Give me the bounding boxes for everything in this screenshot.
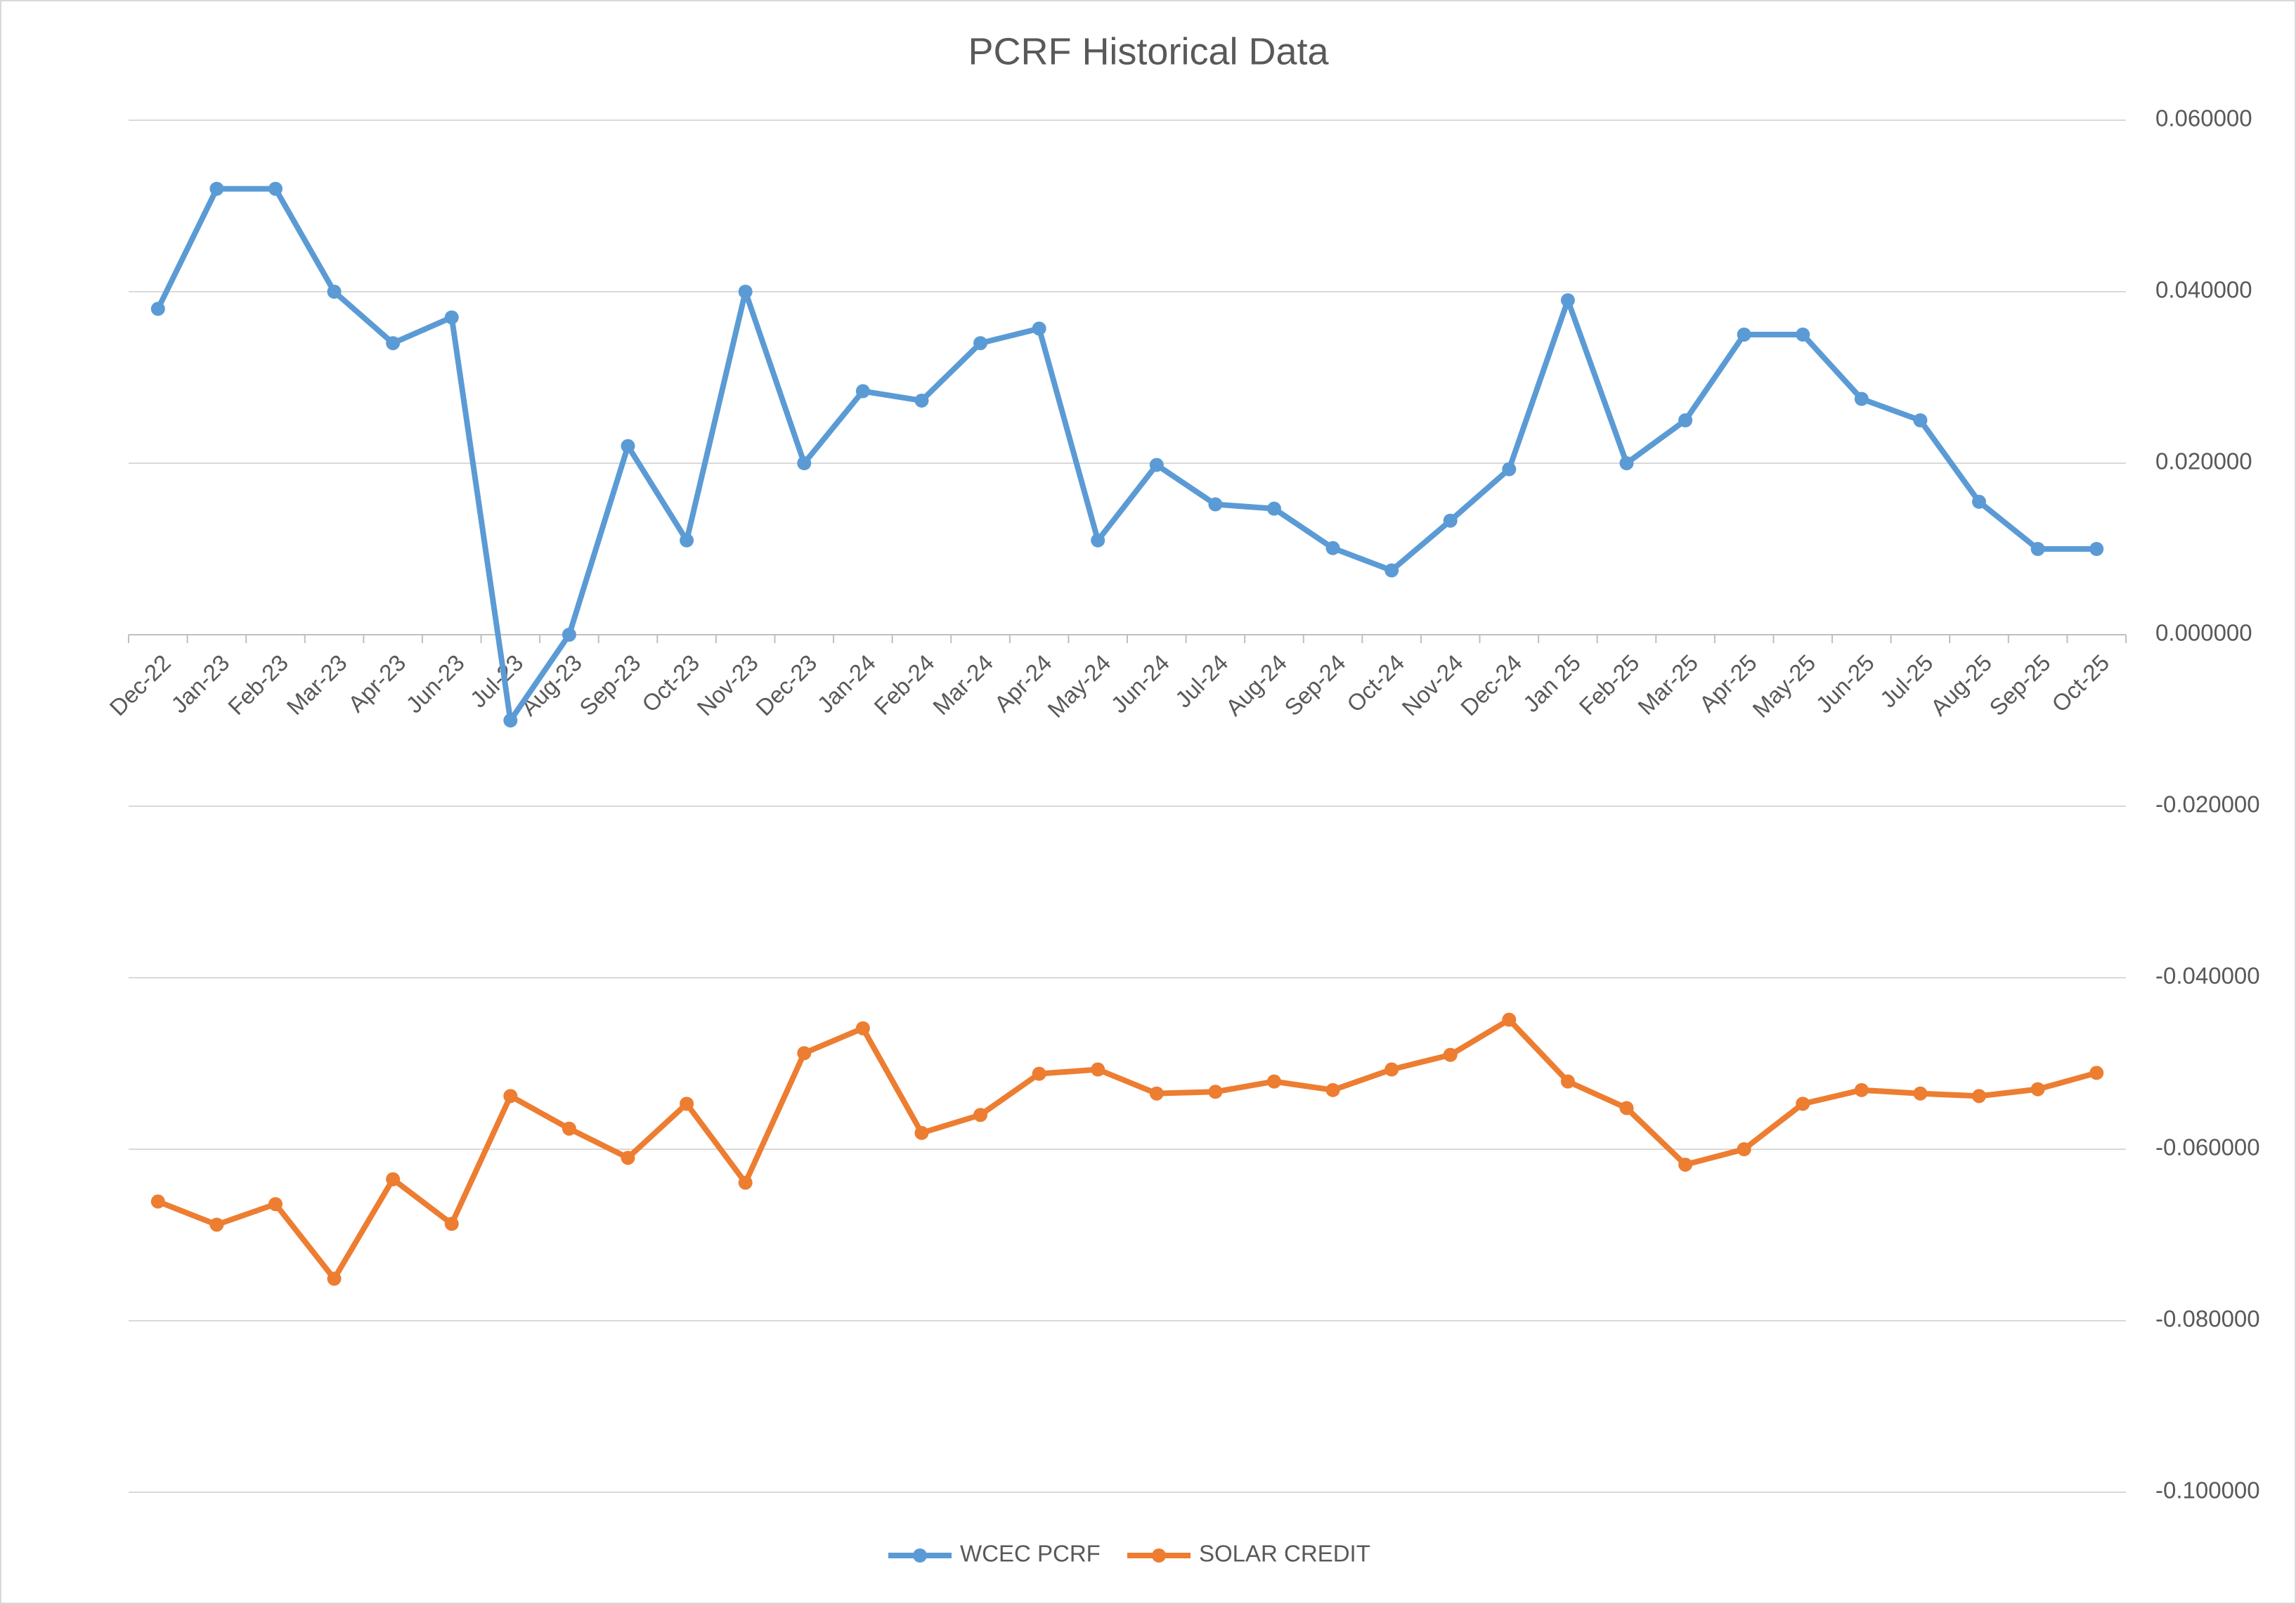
data-point: [1913, 1086, 1928, 1101]
data-point: [1032, 1066, 1046, 1081]
data-point: [150, 302, 165, 316]
data-point: [1266, 501, 1281, 516]
data-point: [1443, 513, 1458, 528]
data-point: [621, 1151, 635, 1165]
data-point: [973, 1108, 988, 1123]
data-point: [738, 285, 753, 299]
data-point: [1032, 321, 1046, 336]
data-point: [209, 181, 224, 196]
data-point: [1796, 328, 1810, 342]
data-point: [2030, 542, 2045, 556]
data-point: [1854, 392, 1869, 406]
data-point: [1619, 1101, 1634, 1115]
data-point: [738, 1175, 753, 1190]
data-point: [562, 1121, 576, 1136]
data-point: [1208, 1085, 1223, 1099]
y-tick-label: 0.020000: [2155, 448, 2252, 474]
data-point: [914, 393, 929, 408]
data-point: [855, 1021, 870, 1035]
y-tick-label: -0.020000: [2155, 791, 2260, 817]
data-point: [2089, 542, 2104, 556]
data-point: [503, 713, 518, 727]
data-point: [1384, 1062, 1399, 1077]
data-point: [1502, 462, 1517, 477]
data-point: [1502, 1012, 1517, 1027]
data-point: [327, 1272, 342, 1286]
data-point: [1678, 413, 1693, 427]
series-line: [155, 186, 2097, 723]
data-point: [797, 1046, 812, 1061]
y-tick-label: -0.080000: [2155, 1306, 2260, 1332]
y-tick-label: -0.040000: [2155, 963, 2260, 989]
y-tick-label: -0.100000: [2155, 1477, 2260, 1503]
data-point: [150, 1194, 165, 1209]
data-point: [1149, 1086, 1164, 1101]
data-point: [1325, 541, 1340, 555]
data-point: [1384, 563, 1399, 578]
data-point: [621, 439, 635, 453]
data-point: [1443, 1047, 1458, 1062]
legend-label: WCEC PCRF: [960, 1541, 1101, 1567]
data-point: [444, 310, 459, 325]
data-point: [268, 1197, 283, 1212]
data-point: [1737, 1142, 1751, 1156]
data-point: [855, 384, 870, 399]
data-point: [327, 285, 342, 299]
legend: WCEC PCRF SOLAR CREDIT: [888, 1541, 1370, 1567]
data-point: [1913, 413, 1928, 427]
data-point: [1854, 1082, 1869, 1097]
data-point: [1208, 497, 1223, 512]
data-point: [2089, 1066, 2104, 1080]
legend-marker: [1152, 1548, 1166, 1563]
data-point: [503, 1089, 518, 1104]
data-point: [1560, 1074, 1575, 1089]
data-point: [1737, 328, 1751, 342]
data-point: [1796, 1097, 1810, 1111]
data-point: [1678, 1157, 1693, 1172]
data-point: [1091, 533, 1105, 548]
data-point: [1972, 1089, 1987, 1104]
y-tick-label: 0.040000: [2155, 277, 2252, 303]
data-point: [1149, 458, 1164, 472]
y-tick-label: 0.000000: [2155, 620, 2252, 646]
legend-label: SOLAR CREDIT: [1199, 1541, 1370, 1567]
data-point: [680, 1097, 694, 1111]
data-point: [444, 1217, 459, 1231]
y-tick-label: 0.060000: [2155, 105, 2252, 131]
legend-marker: [913, 1548, 927, 1563]
data-point: [1972, 494, 1987, 509]
series-line: [157, 1016, 2098, 1282]
data-point: [973, 336, 988, 351]
data-point: [1619, 456, 1634, 470]
data-point: [386, 336, 401, 351]
data-point: [1266, 1074, 1281, 1089]
y-tick-label: -0.060000: [2155, 1134, 2260, 1160]
data-point: [562, 628, 576, 642]
data-point: [386, 1172, 401, 1186]
chart-title: PCRF Historical Data: [968, 30, 1329, 72]
data-point: [209, 1217, 224, 1232]
data-point: [1560, 293, 1575, 308]
data-point: [914, 1125, 929, 1140]
data-point: [2030, 1082, 2045, 1097]
data-point: [268, 181, 283, 196]
data-point: [1325, 1082, 1340, 1097]
data-point: [1091, 1062, 1105, 1077]
data-point: [680, 533, 694, 548]
data-point: [797, 456, 812, 470]
